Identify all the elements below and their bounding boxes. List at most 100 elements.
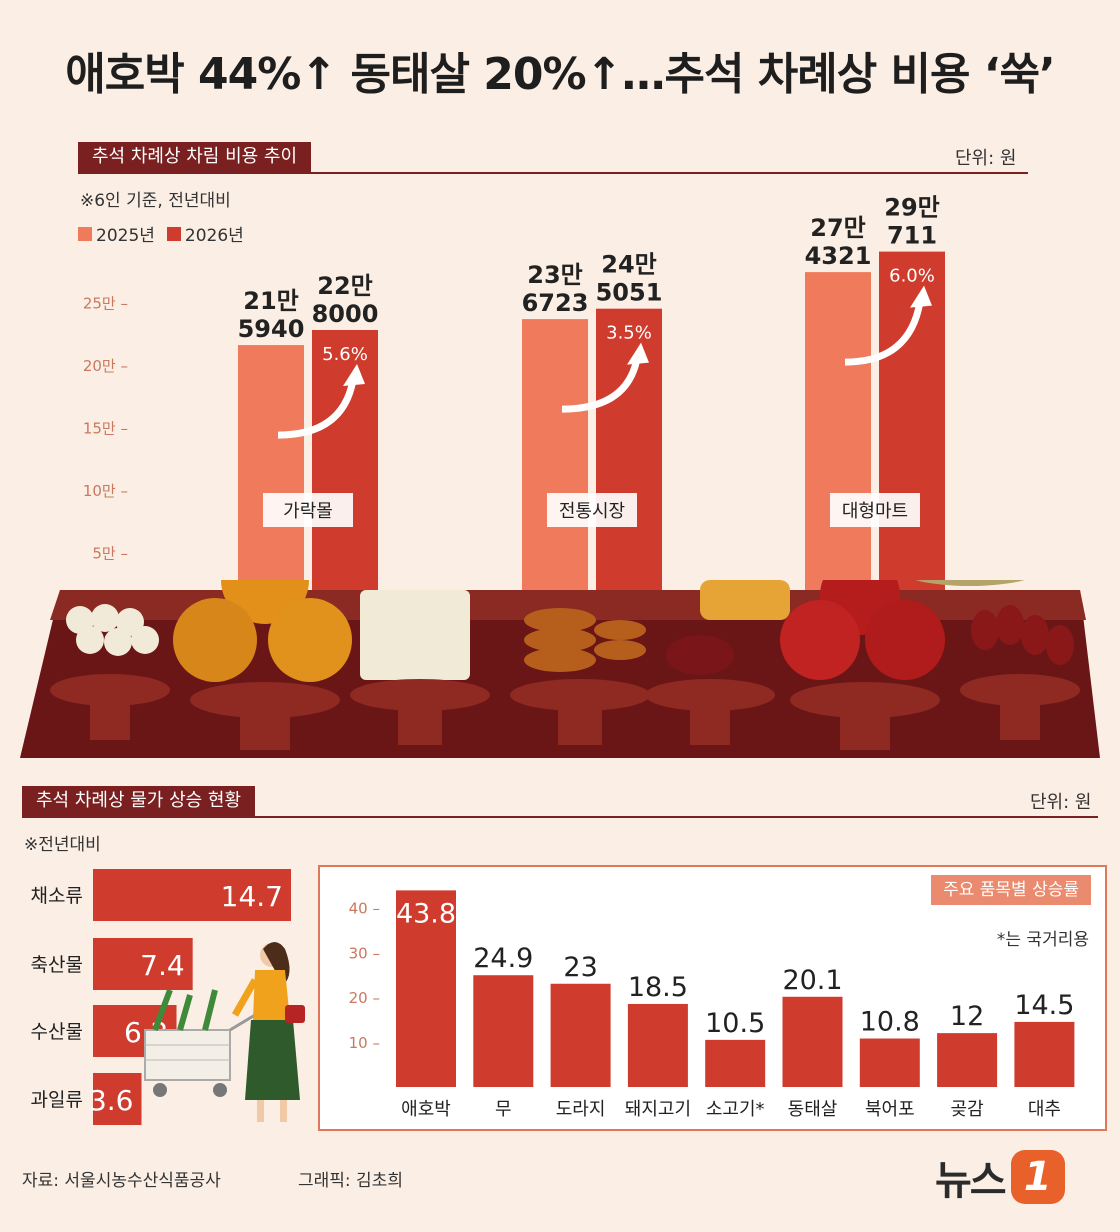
- category-label: 채소류: [31, 885, 83, 907]
- item-value: 43.8: [396, 898, 456, 929]
- item-rise-chart: 10 – 20 – 30 – 40 – 43.8 애호박 24.9 무 23 도라지 18.5 돼지고…: [349, 890, 1075, 1120]
- value-label-2026: 8000: [312, 300, 379, 328]
- news1-logo: 뉴스 1: [935, 1148, 1065, 1206]
- item-value: 10.5: [705, 1008, 765, 1039]
- legend-swatch-2026: [166, 226, 181, 241]
- bar-2026: [312, 330, 378, 600]
- item-label: 북어포: [865, 1099, 915, 1120]
- bar-2025: [522, 319, 588, 600]
- value-label-2025: 27만: [810, 214, 865, 242]
- item-rise-note: *는 국거리용: [996, 930, 1089, 950]
- item-label: 소고기*: [706, 1099, 765, 1120]
- item-label: 대추: [1028, 1099, 1061, 1120]
- bar-2026: [596, 308, 662, 600]
- section2-note: ※전년대비: [24, 835, 101, 855]
- source-text: 자료: 서울시농수산식품공사: [22, 1171, 221, 1191]
- value-label-2026: 24만: [601, 251, 656, 279]
- item-value: 10.8: [860, 1007, 920, 1038]
- section2-unit: 단위: 원: [1030, 792, 1092, 813]
- item-label: 무: [495, 1099, 512, 1120]
- page-title: 애호박 44%↑ 동태살 20%↑…추석 차례상 비용 ‘쑥’: [65, 49, 1055, 100]
- item-bar: [705, 1039, 766, 1087]
- growth-arrowhead: [910, 285, 932, 308]
- section1-note: ※6인 기준, 전년대비: [80, 191, 231, 211]
- bar-2025: [238, 345, 304, 600]
- growth-label: 6.0%: [889, 266, 935, 287]
- growth-arrow: [561, 357, 641, 413]
- y-tick-label: 10만 –: [83, 482, 128, 500]
- category-value: 7.4: [140, 949, 185, 982]
- item-bar: [473, 975, 534, 1087]
- item-bar: [937, 1033, 998, 1087]
- growth-label: 3.5%: [606, 323, 652, 344]
- section2-label: 추석 차례상 물가 상승 현황: [22, 786, 256, 816]
- value-label-2025: 21만: [243, 287, 298, 315]
- category-label: 가락몰: [283, 501, 333, 522]
- section1-divider: [78, 172, 1028, 174]
- bar-2026: [879, 251, 945, 600]
- value-label-2025: 6723: [522, 289, 589, 317]
- category-label: 수산물: [31, 1021, 83, 1043]
- category-label: 축산물: [31, 954, 83, 976]
- category-bar: [93, 1073, 142, 1125]
- y-tick-label: 30 –: [349, 944, 380, 962]
- category-label: 과일류: [31, 1089, 83, 1111]
- item-label: 곶감: [951, 1099, 984, 1120]
- shopper-illustration: [144, 942, 305, 1122]
- ancestral-table-illustration: [20, 580, 1100, 758]
- growth-label: 5.6%: [322, 344, 368, 365]
- y-tick-label: 10 –: [349, 1034, 380, 1052]
- growth-arrowhead: [627, 342, 649, 365]
- section1-unit: 단위: 원: [955, 148, 1017, 169]
- item-bar: [1014, 1021, 1075, 1087]
- growth-arrowhead: [343, 364, 365, 386]
- item-label: 애호박: [401, 1099, 451, 1120]
- legend-label-2025: 2025년: [96, 226, 155, 246]
- category-bar: [93, 938, 193, 990]
- legend-label-2026: 2026년: [184, 226, 244, 246]
- item-value: 12: [950, 1001, 984, 1032]
- section1-label: 추석 차례상 차림 비용 추이: [78, 142, 312, 172]
- y-tick-label: 40 –: [349, 899, 380, 917]
- value-label-2025: 4321: [805, 242, 872, 270]
- value-label-2026: 711: [887, 222, 937, 250]
- y-tick-label: 20 –: [349, 989, 380, 1007]
- y-tick-label: 5만 –: [92, 545, 128, 563]
- bar-2025: [805, 272, 871, 600]
- item-value: 18.5: [628, 972, 688, 1003]
- item-bar: [859, 1038, 920, 1087]
- value-label-2026: 5051: [596, 279, 663, 307]
- item-bar: [396, 890, 456, 1087]
- item-bar: [550, 983, 611, 1087]
- item-label: 도라지: [556, 1099, 606, 1120]
- value-label-2026: 29만: [884, 194, 939, 222]
- category-label-bg: [547, 493, 637, 527]
- item-bar: [782, 996, 843, 1087]
- item-label: 돼지고기: [625, 1099, 691, 1120]
- legend-swatch-2025: [78, 226, 92, 241]
- section2-divider: [22, 816, 1098, 818]
- category-value: 3.6: [89, 1084, 134, 1117]
- y-tick-label: 20만 –: [83, 357, 128, 375]
- graphic-credit: 그래픽: 김초희: [298, 1171, 403, 1191]
- item-value: 24.9: [473, 943, 533, 974]
- category-value: 14.7: [221, 880, 283, 913]
- category-bar: [93, 869, 291, 921]
- item-value: 14.5: [1014, 990, 1074, 1021]
- growth-arrow: [277, 379, 357, 439]
- item-bar: [627, 1003, 688, 1087]
- item-value: 20.1: [782, 965, 842, 996]
- growth-arrow: [844, 300, 924, 366]
- chart1-legend: 2025년 2026년: [78, 221, 244, 246]
- category-label-bg: [263, 493, 353, 527]
- category-label: 대형마트: [842, 501, 908, 522]
- value-label-2025: 5940: [238, 315, 305, 343]
- y-tick-label: 15만 –: [83, 420, 128, 438]
- category-label: 전통시장: [559, 501, 625, 522]
- value-label-2026: 22만: [317, 272, 372, 300]
- item-rise-label: 주요 품목별 상승률: [931, 875, 1091, 905]
- item-label: 동태살: [788, 1099, 838, 1120]
- value-label-2025: 23만: [527, 261, 582, 289]
- item-value: 23: [563, 952, 597, 983]
